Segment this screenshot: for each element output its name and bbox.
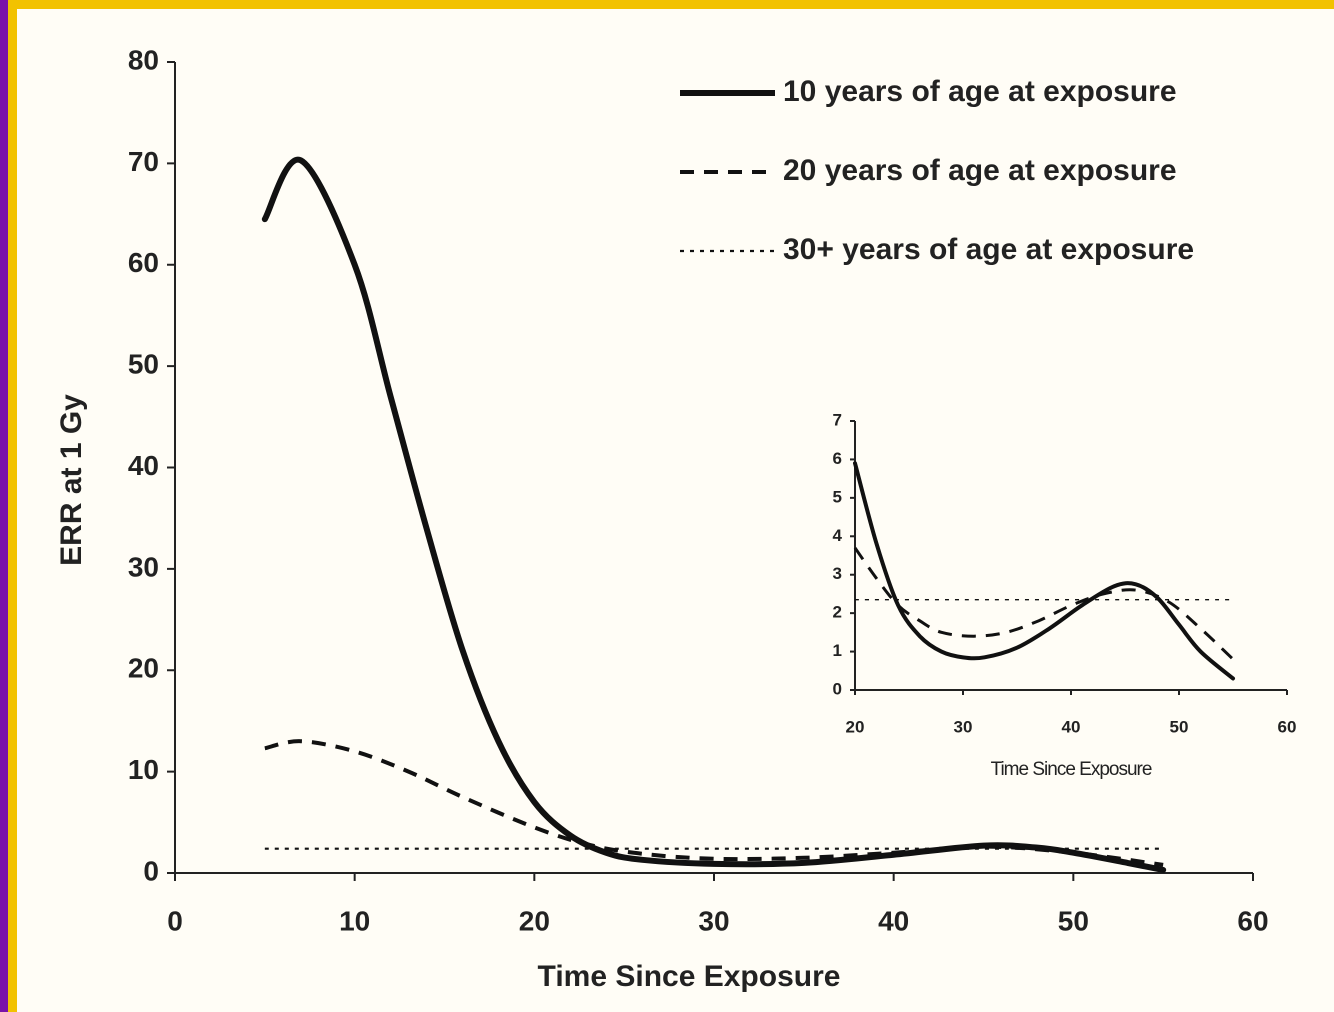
x-tick-label: 50 <box>1170 717 1189 736</box>
x-tick-label: 40 <box>878 905 909 936</box>
y-tick-label: 30 <box>128 551 159 582</box>
y-tick-label: 3 <box>833 564 842 583</box>
series-line <box>853 461 1235 681</box>
x-tick-label: 60 <box>1278 717 1297 736</box>
y-tick-label: 1 <box>833 641 842 660</box>
frame <box>8 0 1334 1012</box>
y-tick-label: 70 <box>128 146 159 177</box>
x-tick-label: 0 <box>167 905 183 936</box>
y-tick-label: 7 <box>833 410 842 429</box>
x-tick-label: 60 <box>1237 905 1268 936</box>
x-tick-label: 10 <box>339 905 370 936</box>
x-axis-label: Time Since Exposure <box>538 960 841 993</box>
y-tick-label: 50 <box>128 349 159 380</box>
y-tick-label: 80 <box>128 44 159 75</box>
y-tick-label: 5 <box>833 487 842 506</box>
y-tick-label: 40 <box>128 450 159 481</box>
x-tick-label: 30 <box>954 717 973 736</box>
y-tick-label: 4 <box>833 526 843 545</box>
x-tick-label: 40 <box>1062 717 1081 736</box>
y-tick-label: 60 <box>128 247 159 278</box>
legend-label: 20 years of age at exposure <box>783 154 1177 187</box>
x-axis-label: Time Since Exposure <box>991 759 1152 780</box>
y-tick-label: 0 <box>833 679 842 698</box>
y-tick-label: 6 <box>833 449 842 468</box>
y-tick-label: 20 <box>128 653 159 684</box>
y-tick-label: 2 <box>833 603 842 622</box>
legend-label: 30+ years of age at exposure <box>783 233 1194 266</box>
x-tick-label: 20 <box>846 717 865 736</box>
series-line <box>853 546 1235 661</box>
legend-label: 10 years of age at exposure <box>783 75 1177 108</box>
x-tick-label: 20 <box>519 905 550 936</box>
y-tick-label: 10 <box>128 754 159 785</box>
x-tick-label: 50 <box>1058 905 1089 936</box>
y-axis-label: ERR at 1 Gy <box>55 394 88 566</box>
y-tick-label: 0 <box>143 855 159 886</box>
x-tick-label: 30 <box>698 905 729 936</box>
